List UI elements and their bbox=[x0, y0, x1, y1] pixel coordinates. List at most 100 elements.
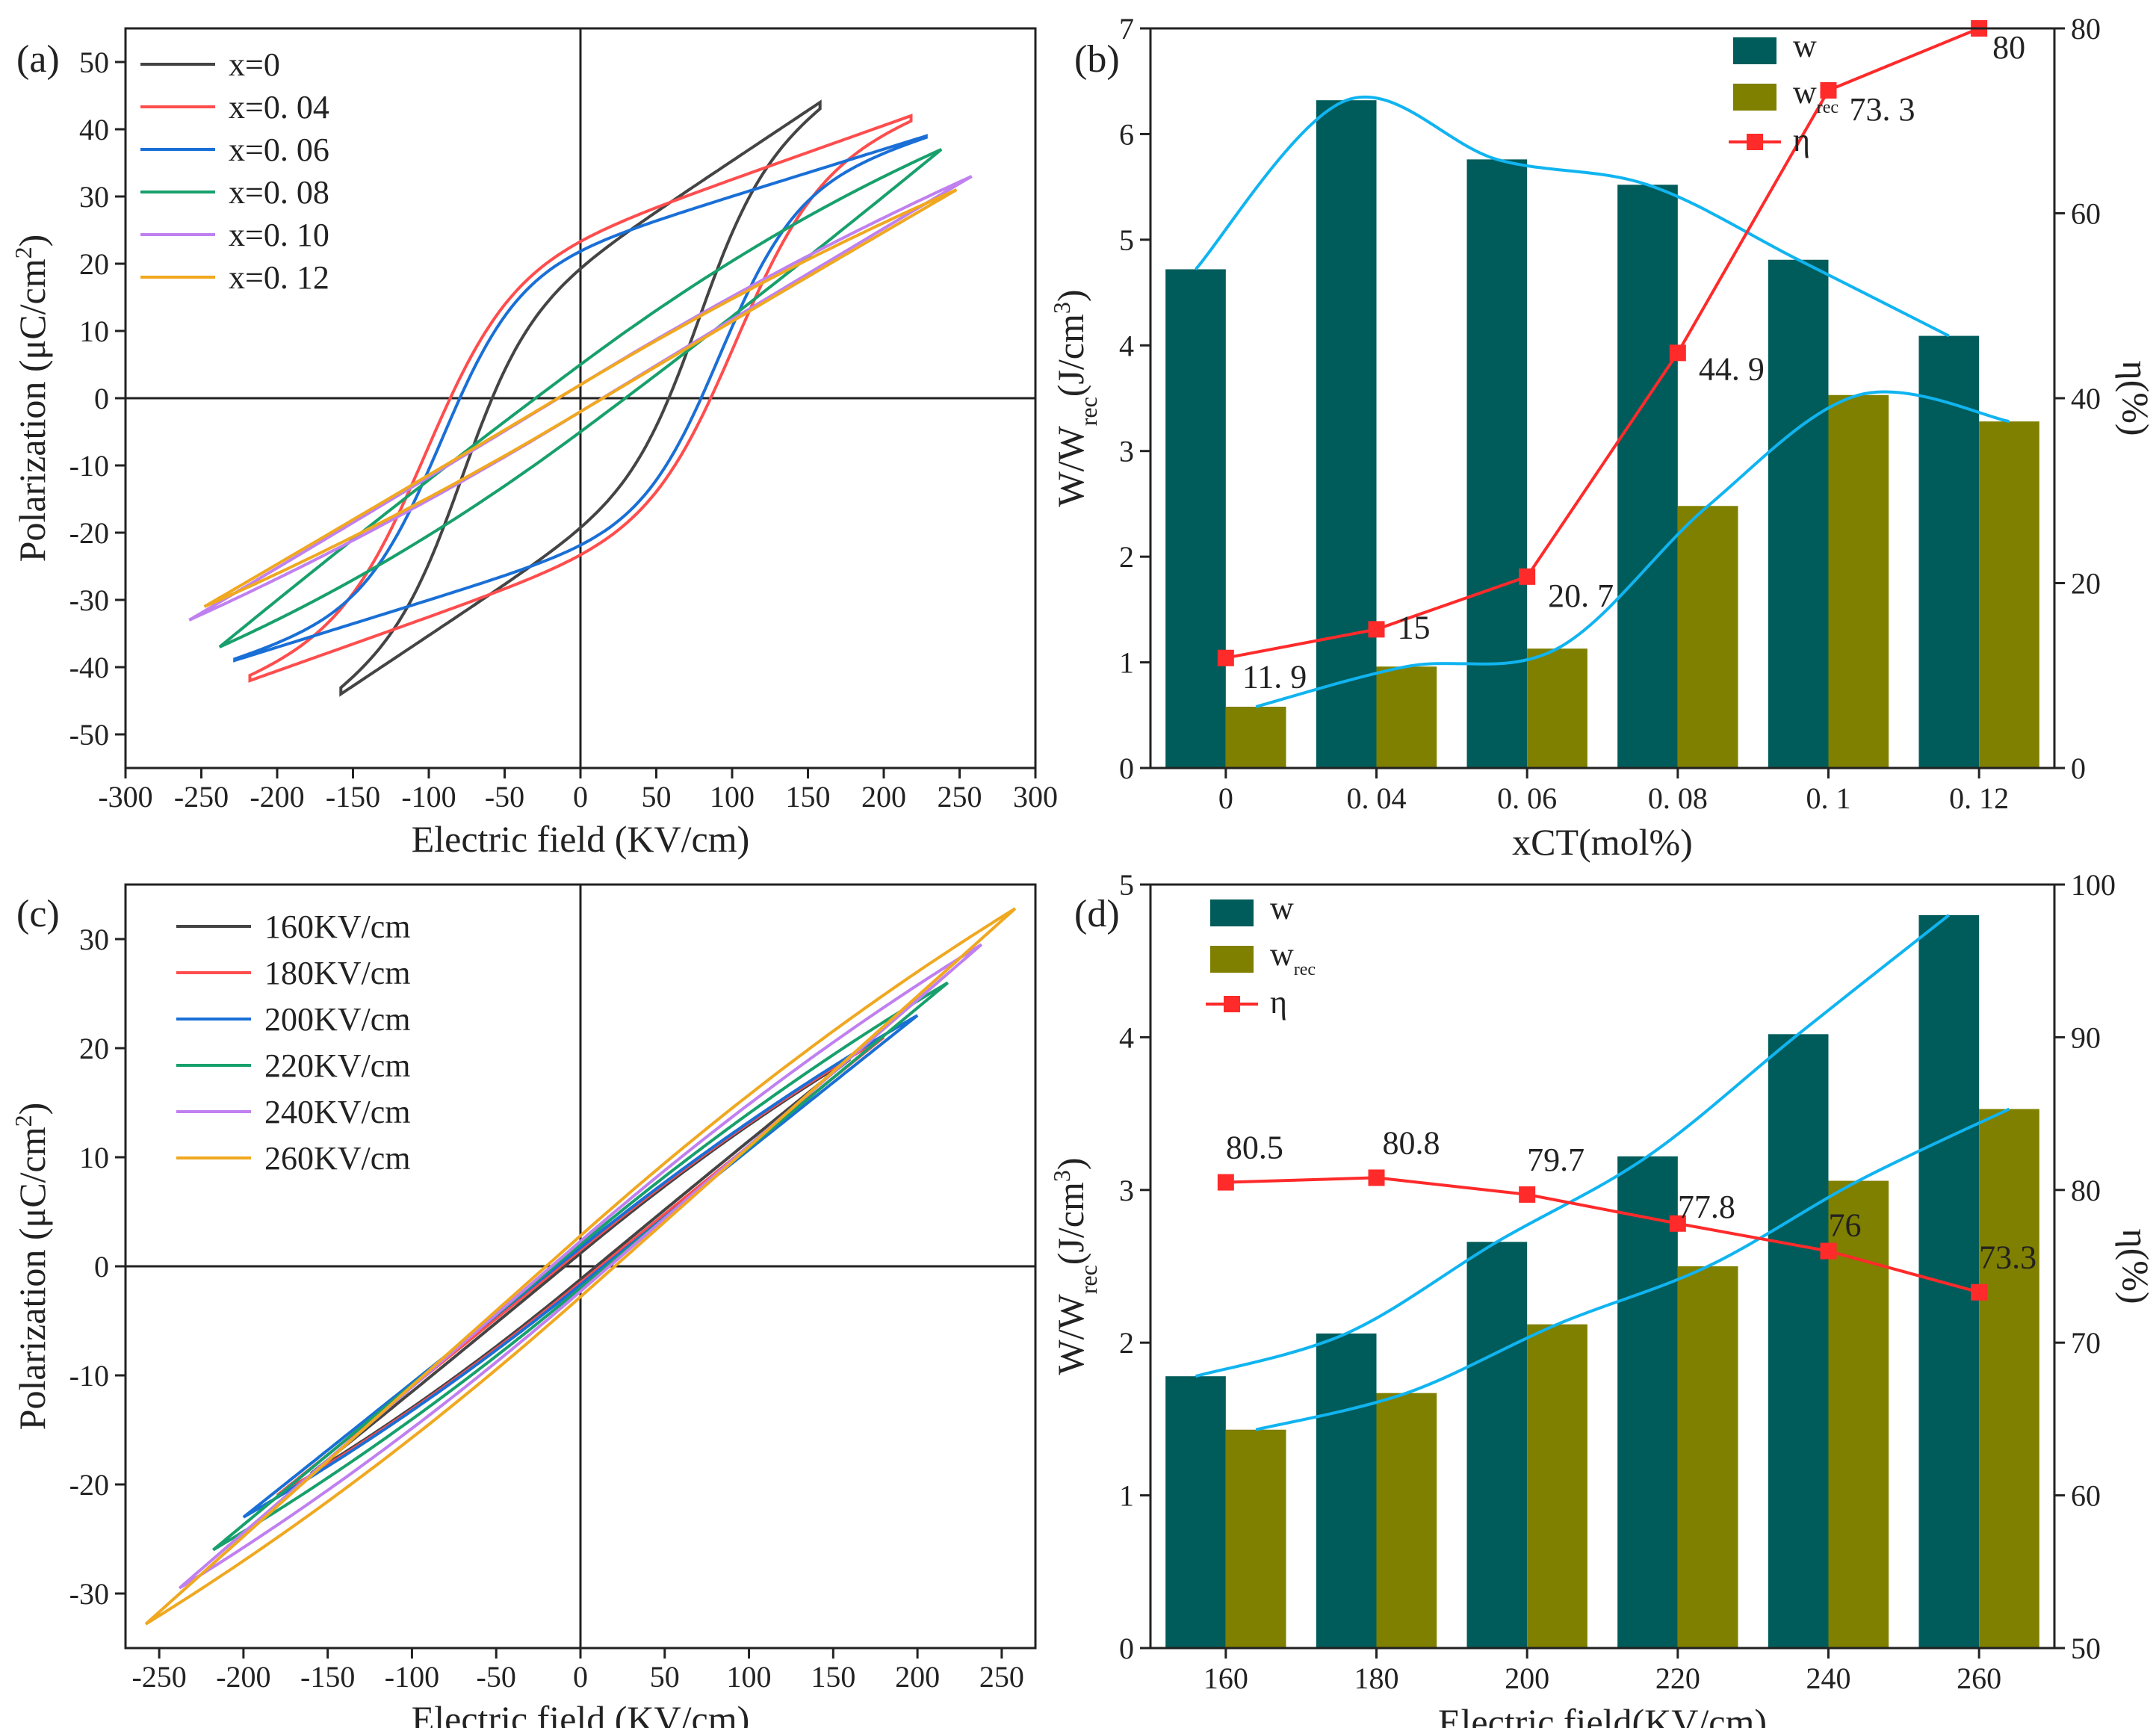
series-line bbox=[339, 99, 822, 697]
x-tick-label: 300 bbox=[1013, 780, 1058, 814]
bar-w bbox=[1617, 185, 1678, 769]
eta-data-label: 80.8 bbox=[1383, 1124, 1440, 1161]
y-tick-label: 0 bbox=[1119, 1632, 1134, 1665]
eta-line bbox=[1225, 27, 1980, 660]
panel-a-hysteresis-composition: -300 -250 -200 -150 -100 -50 0 50 100 150 200 250 30… bbox=[10, 27, 1058, 860]
legend-entry: 220KV/cm bbox=[264, 1047, 411, 1084]
panel-label: (c) bbox=[16, 893, 60, 935]
y-tick-label: 2 bbox=[1119, 540, 1134, 574]
y2-tick-label: 60 bbox=[2071, 1479, 2101, 1513]
y-tick-label: 10 bbox=[79, 315, 109, 348]
bar-wrec bbox=[1979, 421, 2039, 768]
y-tick-label: 30 bbox=[79, 180, 109, 214]
x-tick-label: -100 bbox=[401, 780, 456, 814]
y-tick-label: 4 bbox=[1119, 1021, 1134, 1054]
bar-w bbox=[1165, 1376, 1226, 1648]
y-tick-label: 4 bbox=[1119, 329, 1134, 362]
x-tick-label: 160 bbox=[1204, 1662, 1248, 1695]
legend-entry: x=0. 12 bbox=[229, 259, 329, 296]
eta-marker bbox=[1669, 1215, 1686, 1232]
legend-entry: x=0. 04 bbox=[229, 89, 329, 126]
legend-entry: x=0. 10 bbox=[229, 217, 329, 253]
trend-line-wrec bbox=[1255, 1107, 2010, 1431]
y-axis-label: W/Wrec(J/cm3) bbox=[1048, 1157, 1102, 1375]
x-tick-label: 0 bbox=[573, 1660, 588, 1694]
bar-w bbox=[1466, 159, 1528, 768]
x-tick-label: -150 bbox=[326, 780, 380, 814]
panel-label: (b) bbox=[1074, 38, 1120, 81]
y-tick-label: 1 bbox=[1119, 646, 1134, 680]
x-tick-label: 50 bbox=[650, 1660, 680, 1694]
x-tick-label: 0. 06 bbox=[1497, 781, 1557, 815]
y-tick-label: 5 bbox=[1119, 223, 1134, 257]
y2-tick-label: 0 bbox=[2071, 752, 2086, 785]
x-tick-label: 0. 04 bbox=[1347, 781, 1407, 815]
series-line bbox=[203, 188, 958, 608]
eta-marker bbox=[1368, 1169, 1385, 1186]
legend-entry-wrec: wrec bbox=[1793, 74, 1839, 117]
legend-entry-w: w bbox=[1793, 28, 1817, 64]
bar-wrec bbox=[1225, 706, 1286, 768]
eta-data-label: 11. 9 bbox=[1242, 659, 1307, 696]
y-tick-label: -20 bbox=[69, 1468, 109, 1502]
eta-data-label: 80 bbox=[1992, 29, 2025, 66]
y-tick-label: 40 bbox=[79, 113, 109, 146]
panel-label: (d) bbox=[1074, 893, 1120, 935]
x-tick-label: 260 bbox=[1957, 1662, 2001, 1695]
legend-entry-eta: η bbox=[1270, 984, 1287, 1021]
eta-marker bbox=[1669, 344, 1686, 362]
trend-line-w bbox=[1195, 95, 1950, 338]
legend-entry-w: w bbox=[1270, 890, 1294, 926]
y2-axis-label: η(%) bbox=[2115, 1228, 2156, 1304]
y2-tick-label: 90 bbox=[2071, 1021, 2101, 1054]
bar-wrec bbox=[1527, 648, 1587, 768]
y2-tick-label: 20 bbox=[2071, 567, 2101, 601]
legend-entry: 260KV/cm bbox=[264, 1140, 411, 1177]
x-tick-label: 100 bbox=[710, 780, 755, 814]
eta-line bbox=[1225, 1176, 1980, 1294]
legend-entry: x=0. 08 bbox=[229, 174, 329, 211]
eta-data-label: 44. 9 bbox=[1699, 350, 1765, 387]
x-tick-label: 0. 1 bbox=[1806, 781, 1851, 815]
x-tick-label: 250 bbox=[979, 1660, 1024, 1694]
eta-marker bbox=[1820, 81, 1837, 99]
bar-w bbox=[1316, 1333, 1377, 1648]
series-line bbox=[248, 114, 913, 683]
y-tick-label: -10 bbox=[69, 449, 109, 483]
y2-tick-label: 70 bbox=[2071, 1326, 2101, 1360]
x-tick-label: 150 bbox=[811, 1660, 855, 1694]
y-tick-label: -10 bbox=[69, 1359, 109, 1393]
bar-wrec bbox=[1677, 506, 1738, 768]
x-tick-label: 220 bbox=[1655, 1662, 1700, 1695]
legend-entry: 160KV/cm bbox=[264, 908, 411, 945]
y-tick-label: -20 bbox=[69, 516, 109, 550]
bar-w bbox=[1768, 1034, 1829, 1648]
y2-tick-label: 50 bbox=[2071, 1632, 2101, 1665]
eta-marker bbox=[1217, 649, 1234, 666]
y-tick-label: 2 bbox=[1119, 1326, 1134, 1360]
bar-wrec bbox=[1677, 1266, 1738, 1648]
y2-tick-label: 80 bbox=[2071, 1174, 2101, 1207]
x-axis-label: Electric field(KV/cm) bbox=[1438, 1701, 1767, 1728]
eta-marker bbox=[1217, 1174, 1234, 1191]
bar-wrec bbox=[1225, 1429, 1286, 1648]
x-tick-label: 150 bbox=[786, 780, 831, 814]
legend-entry: 240KV/cm bbox=[264, 1094, 411, 1130]
y-tick-label: 3 bbox=[1119, 1174, 1134, 1207]
y-tick-label: 30 bbox=[79, 923, 109, 956]
legend-swatch-w bbox=[1210, 899, 1254, 926]
plot-frame bbox=[1149, 883, 2056, 1650]
series-line bbox=[144, 907, 1017, 1626]
trend-line-wrec bbox=[1255, 390, 2010, 708]
eta-data-label: 73.3 bbox=[1979, 1239, 2036, 1276]
bar-w bbox=[1617, 1156, 1678, 1648]
y-tick-label: -30 bbox=[69, 1577, 109, 1611]
y2-axis-label: η(%) bbox=[2115, 360, 2156, 436]
bar-wrec bbox=[1376, 1393, 1437, 1648]
y-tick-label: 6 bbox=[1119, 117, 1134, 151]
x-tick-label: 0 bbox=[573, 780, 588, 814]
legend-entry-wrec: wrec bbox=[1270, 936, 1316, 979]
panel-c-hysteresis-field: -250 -200 -150 -100 -50 0 50 100 150 200 250-30-20… bbox=[10, 883, 1037, 1728]
y-tick-label: 3 bbox=[1119, 435, 1134, 468]
